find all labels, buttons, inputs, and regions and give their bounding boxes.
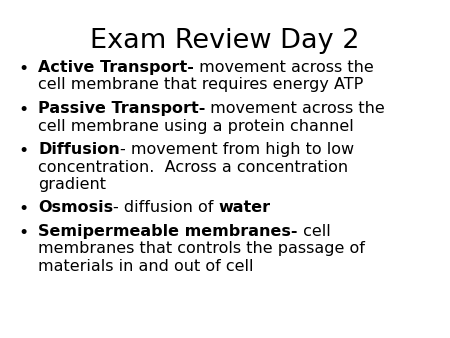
Text: movement across the: movement across the <box>194 60 374 75</box>
Text: cell membrane using a protein channel: cell membrane using a protein channel <box>38 119 354 134</box>
Text: Exam Review Day 2: Exam Review Day 2 <box>90 28 360 54</box>
Text: Passive Transport-: Passive Transport- <box>38 101 205 116</box>
Text: •: • <box>18 224 28 242</box>
Text: gradient: gradient <box>38 177 106 192</box>
Text: •: • <box>18 101 28 119</box>
Text: - movement from high to low: - movement from high to low <box>120 142 354 157</box>
Text: •: • <box>18 142 28 160</box>
Text: materials in and out of cell: materials in and out of cell <box>38 259 253 274</box>
Text: Active Transport-: Active Transport- <box>38 60 194 75</box>
Text: cell: cell <box>297 224 330 239</box>
Text: •: • <box>18 60 28 78</box>
Text: - diffusion of: - diffusion of <box>113 200 219 216</box>
Text: movement across the: movement across the <box>205 101 385 116</box>
Text: Semipermeable membranes-: Semipermeable membranes- <box>38 224 297 239</box>
Text: membranes that controls the passage of: membranes that controls the passage of <box>38 241 365 257</box>
Text: cell membrane that requires energy ATP: cell membrane that requires energy ATP <box>38 77 363 93</box>
Text: Osmosis: Osmosis <box>38 200 113 216</box>
Text: concentration.  Across a concentration: concentration. Across a concentration <box>38 160 348 174</box>
Text: •: • <box>18 200 28 218</box>
Text: Diffusion: Diffusion <box>38 142 120 157</box>
Text: water: water <box>219 200 271 216</box>
